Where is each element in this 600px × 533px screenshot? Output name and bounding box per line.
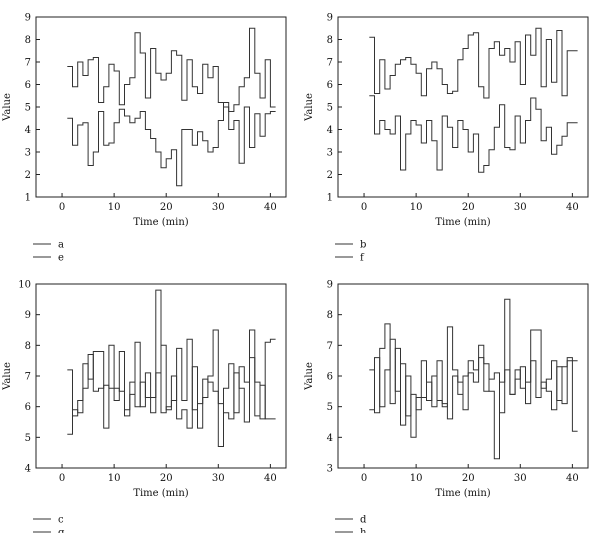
y-tick-label: 5	[25, 103, 31, 114]
y-tick-label: 10	[18, 280, 31, 291]
y-tick-label: 1	[25, 193, 31, 204]
x-tick-label: 40	[264, 202, 277, 213]
y-axis-label: Value	[2, 93, 13, 122]
legend-label-h: h	[360, 528, 367, 533]
x-tick-label: 10	[410, 473, 423, 484]
x-tick-label: 10	[410, 202, 423, 213]
x-tick-label: 30	[514, 473, 527, 484]
y-tick-label: 7	[327, 58, 333, 69]
y-tick-label: 9	[25, 13, 31, 24]
y-tick-label: 4	[25, 464, 31, 475]
y-tick-label: 7	[25, 372, 31, 383]
legend-label-f: f	[360, 253, 365, 264]
y-tick-label: 9	[25, 310, 31, 321]
x-tick-label: 30	[212, 473, 225, 484]
y-tick-label: 3	[327, 148, 333, 159]
series-line-b	[369, 27, 578, 99]
legend-label-g: g	[58, 528, 65, 533]
x-tick-label: 10	[108, 202, 121, 213]
legend-label-b: b	[360, 240, 366, 251]
y-tick-label: 6	[25, 80, 31, 91]
x-axis-label: Time (min)	[133, 488, 188, 499]
y-tick-label: 7	[327, 341, 333, 352]
y-tick-label: 5	[327, 103, 333, 114]
x-tick-label: 10	[108, 473, 121, 484]
y-tick-label: 6	[25, 402, 31, 413]
x-tick-label: 0	[361, 473, 367, 484]
y-tick-label: 8	[327, 35, 333, 46]
legend-label-c: c	[58, 515, 64, 526]
y-tick-label: 5	[327, 402, 333, 413]
chart-panel-3: 0 10 20 30 40 3 4 5 6 7 8 9 Time (min) Value dh	[304, 280, 589, 533]
series-line-h	[369, 338, 578, 460]
y-tick-label: 9	[327, 280, 333, 291]
y-axis-label: Value	[304, 93, 315, 122]
y-tick-label: 1	[327, 193, 333, 204]
y-tick-label: 4	[25, 125, 31, 136]
y-tick-label: 6	[327, 80, 333, 91]
y-tick-label: 8	[25, 341, 31, 352]
legend-label-e: e	[58, 253, 64, 264]
y-tick-label: 9	[327, 13, 333, 24]
series-line-e	[67, 102, 276, 187]
y-tick-label: 7	[25, 58, 31, 69]
x-tick-label: 40	[264, 473, 277, 484]
y-tick-label: 8	[25, 35, 31, 46]
series-line-g	[67, 289, 276, 435]
y-tick-label: 6	[327, 372, 333, 383]
chart-panel-2: 0 10 20 30 40 4 5 6 7 8 9 10 Time (min) Value cg	[2, 280, 287, 533]
y-tick-label: 4	[327, 433, 333, 444]
legend-label-d: d	[360, 515, 367, 526]
chart-panel-0: 0 10 20 30 40 1 2 3 4 5 6 7 8 9 Time (min) Value ae	[2, 13, 287, 264]
chart-panel-1: 0 10 20 30 40 1 2 3 4 5 6 7 8 9 Time (min) Value bf	[304, 13, 589, 264]
y-tick-label: 3	[25, 148, 31, 159]
x-tick-label: 20	[462, 473, 475, 484]
y-tick-label: 5	[25, 433, 31, 444]
y-axis-label: Value	[2, 362, 13, 391]
y-tick-label: 4	[327, 125, 333, 136]
y-tick-label: 8	[327, 310, 333, 321]
y-axis-label: Value	[304, 362, 315, 391]
x-tick-label: 40	[566, 202, 579, 213]
x-tick-label: 0	[361, 202, 367, 213]
y-tick-label: 2	[25, 170, 31, 181]
x-tick-label: 20	[160, 473, 173, 484]
x-tick-label: 40	[566, 473, 579, 484]
x-tick-label: 0	[59, 473, 65, 484]
y-tick-label: 2	[327, 170, 333, 181]
plot-frame	[337, 16, 589, 198]
x-tick-label: 20	[462, 202, 475, 213]
x-tick-label: 0	[59, 202, 65, 213]
x-tick-label: 30	[514, 202, 527, 213]
x-axis-label: Time (min)	[435, 217, 490, 228]
x-axis-label: Time (min)	[133, 217, 188, 228]
x-tick-label: 20	[160, 202, 173, 213]
legend-label-a: a	[58, 240, 64, 251]
series-line-a	[67, 27, 276, 112]
y-tick-label: 3	[327, 464, 333, 475]
x-tick-label: 30	[212, 202, 225, 213]
x-axis-label: Time (min)	[435, 488, 490, 499]
series-line-f	[369, 95, 578, 173]
